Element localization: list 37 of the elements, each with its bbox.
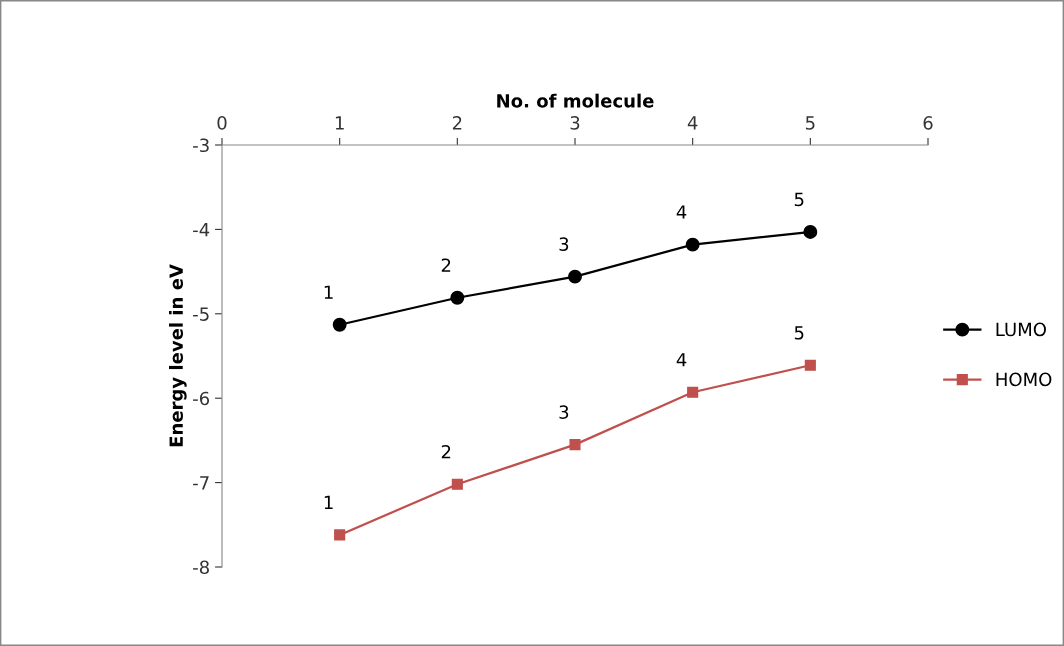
x-tick-label: 6 <box>923 116 933 130</box>
point <box>687 386 699 398</box>
x-tick-label: 5 <box>805 116 815 130</box>
point <box>569 439 581 451</box>
annotation: 3 <box>559 237 569 251</box>
x-tick-label: 3 <box>570 116 580 130</box>
y-tick-label: -3 <box>193 138 209 153</box>
annotation: 5 <box>794 192 804 207</box>
point <box>568 269 582 284</box>
x-axis-title: No. of molecule <box>497 93 654 108</box>
y-tick-label: -6 <box>193 391 210 406</box>
annotation: 1 <box>324 285 333 299</box>
annotation: 3 <box>559 405 569 419</box>
point <box>450 290 465 305</box>
x-tick-label: 1 <box>335 116 344 130</box>
point <box>334 529 346 541</box>
legend-label: HOMO <box>996 372 1052 387</box>
y-tick-label: -4 <box>193 223 210 237</box>
y-tick-label: -5 <box>193 307 209 321</box>
point <box>804 359 816 371</box>
point <box>332 317 347 332</box>
y-tick-label: -8 <box>193 560 209 575</box>
legend-label: LUMO <box>996 322 1046 337</box>
annotation: 2 <box>441 258 451 272</box>
point <box>685 237 700 252</box>
annotation: 1 <box>324 495 333 509</box>
x-tick-label: 2 <box>452 116 462 130</box>
y-tick-label: -7 <box>193 476 209 490</box>
annotation: 2 <box>441 444 451 459</box>
x-tick-label: 4 <box>687 116 698 130</box>
point <box>803 224 818 239</box>
y-axis-title: Energy level in eV <box>169 264 187 447</box>
x-tick-label: 0 <box>217 116 227 130</box>
annotation: 4 <box>676 353 687 367</box>
annotation: 4 <box>676 205 687 219</box>
point <box>451 478 463 490</box>
annotation: 5 <box>794 326 804 340</box>
